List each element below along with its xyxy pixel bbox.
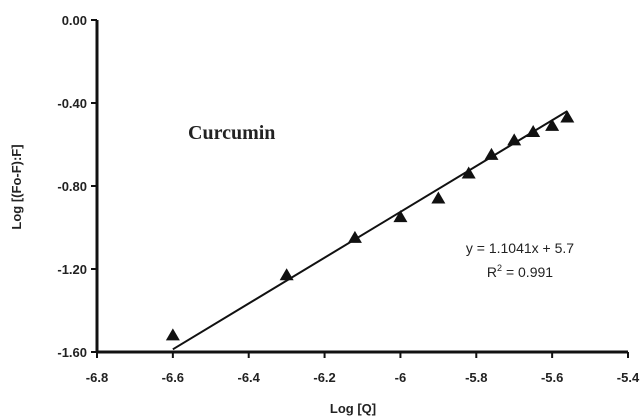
y-tick-label: -1.60 <box>57 345 87 360</box>
trendline <box>172 110 568 351</box>
data-point-triangle <box>347 230 362 243</box>
data-point-triangle <box>484 147 499 160</box>
y-tick-label: 0.00 <box>62 13 87 28</box>
x-tick-label: -6.8 <box>86 370 108 385</box>
r-squared-value: = 0.991 <box>502 264 553 280</box>
data-point-triangle <box>431 191 446 204</box>
data-point-triangle <box>165 328 180 341</box>
x-tick-label: -5.6 <box>541 370 563 385</box>
data-point-triangle <box>461 166 476 179</box>
curcumin-label: Curcumin <box>188 122 275 144</box>
data-point-triangle <box>279 268 294 281</box>
x-axis-title: Log [Q] <box>330 401 376 416</box>
data-point-triangle <box>507 133 522 146</box>
regression-equation: y = 1.1041x + 5.7 <box>466 240 574 256</box>
y-tick-label: -1.20 <box>57 262 87 277</box>
data-point-triangle <box>560 110 575 123</box>
x-tick-label: -6 <box>395 370 407 385</box>
x-tick-label: -5.8 <box>465 370 487 385</box>
x-tick-label: -6.2 <box>313 370 335 385</box>
x-ticks: -6.8 -6.6 -6.4 -6.2 -6 -5.8 -5.6 -5.4 <box>86 352 640 385</box>
x-tick-label: -5.4 <box>617 370 640 385</box>
r-squared-superscript: 2 <box>497 263 502 273</box>
x-tick-label: -6.4 <box>238 370 261 385</box>
r-squared: R2 = 0.991 <box>487 263 553 280</box>
data-point-triangle <box>393 210 408 223</box>
x-tick-label: -6.6 <box>162 370 184 385</box>
y-tick-label: -0.40 <box>57 96 87 111</box>
r-squared-symbol: R <box>487 264 497 280</box>
y-tick-label: -0.80 <box>57 179 87 194</box>
y-axis-title: Log [(Fo-F):F] <box>9 144 24 229</box>
data-point-triangle <box>545 118 560 131</box>
y-ticks: 0.00 -0.40 -0.80 -1.20 -1.60 <box>57 13 97 360</box>
